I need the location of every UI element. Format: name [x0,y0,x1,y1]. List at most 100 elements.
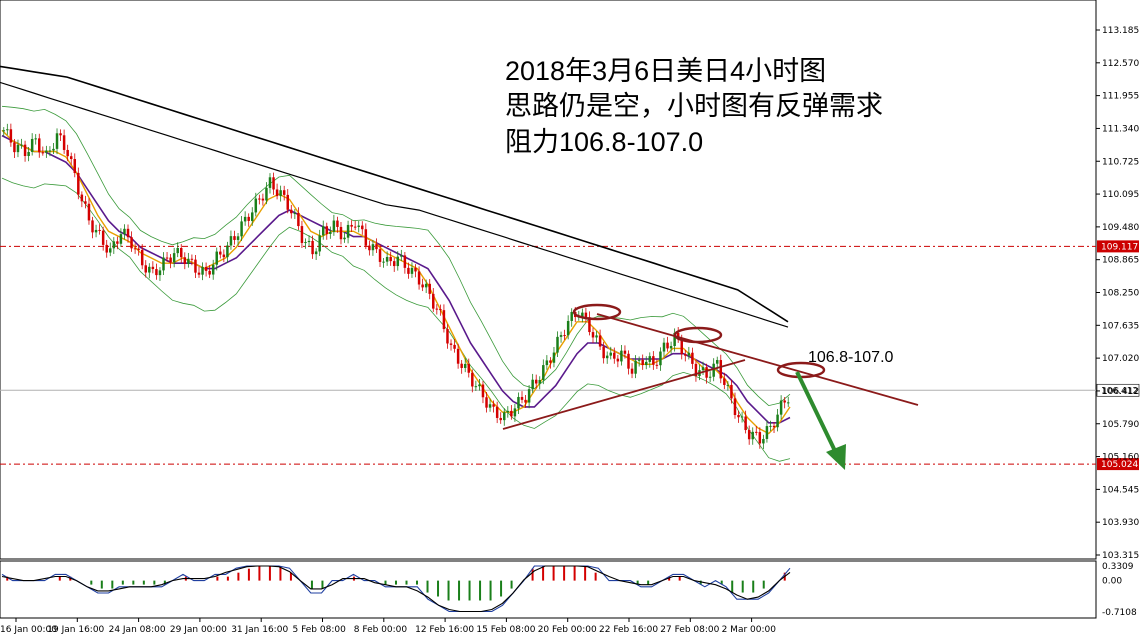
candle-body [481,384,485,398]
candle-body [542,365,545,380]
x-tick-label: 5 Feb 08:00 [293,625,347,635]
candle-body [364,229,368,246]
candle-body [648,356,652,362]
candle-body [265,187,268,201]
candle-body [204,266,208,271]
candle-body [190,258,194,260]
candle-body [559,335,563,337]
x-tick-label: 8 Feb 00:00 [354,625,408,635]
candle-body [133,248,137,250]
candle-body [105,244,108,253]
y-tick-label: 112.570 [1102,59,1139,69]
candle-body [680,339,683,355]
candle-body [290,209,293,214]
candle-body [488,404,492,408]
candle-body [524,399,527,403]
candle-body [634,360,637,374]
y-tick-label: 113.185 [1102,26,1139,36]
peak-highlight-1 [572,303,622,321]
candle-body [311,240,314,255]
candle-body [112,241,116,249]
candle-body [460,363,463,368]
x-tick-label: 24 Jan 08:00 [109,625,166,635]
level-badge-label: 109.117 [1101,242,1138,252]
candle-body [471,372,474,387]
candle-body [77,172,80,195]
candle-body [563,335,566,337]
x-tick-label: 16 Jan 00:00 [0,625,57,635]
candle-body [353,226,357,228]
candle-body [233,236,236,240]
macd-tick-label: 0.3309 [1102,562,1134,572]
level-badge [1097,240,1139,253]
ma-fast [1,129,791,435]
candle-body [485,397,488,408]
candle-body [400,255,403,257]
candle-body [755,431,758,433]
forecast-arrow-shaft [795,371,838,454]
candle-body [549,360,552,363]
candle-body [286,194,289,210]
annotation-title: 2018年3月6日美日4小时图 [505,56,826,86]
candle-body [9,129,13,143]
candle-body [332,220,336,232]
y-tick-label: 103.315 [1102,551,1139,561]
candle-body [243,216,247,222]
candle-body [187,258,190,265]
candle-body [474,386,478,388]
x-tick-label: 27 Feb 08:00 [660,625,719,635]
candle-body [744,416,747,431]
candle-body [137,248,140,250]
candle-body [371,244,375,251]
candle-body [392,261,396,267]
candle-body [655,364,659,366]
candle-body [304,242,307,244]
candle-body [98,229,101,231]
candle-body [421,284,424,288]
candle-body [442,310,446,330]
candle-body [673,332,676,347]
candle-body [52,148,55,151]
candle-body [662,342,666,352]
candle-body [424,283,428,288]
y-tick-label: 109.480 [1102,223,1139,233]
candle-body [297,213,300,227]
candle-body [346,224,350,238]
level-badge [1097,458,1139,471]
candle-body [158,270,162,276]
candle-body [219,251,222,255]
y-tick-label: 108.250 [1102,289,1139,299]
candle-body [211,264,215,275]
candle-body [566,320,570,336]
candle-body [510,410,513,417]
candle-body [588,317,591,333]
candle-body [439,308,442,311]
candle-body [194,259,197,273]
level-badge-label: 106.412 [1101,386,1138,396]
candle-body [261,198,265,201]
candle-body [361,225,364,230]
candle-body [101,230,105,245]
candle-body [556,336,559,353]
candle-body [2,130,6,132]
candle-body [517,396,520,409]
candle-body [59,133,62,136]
candle-body [126,228,130,238]
candle-body [740,416,744,418]
candle-body [701,367,705,371]
candle-body [605,355,609,359]
candle-body [492,404,495,407]
candle-body [428,283,431,294]
y-tick-label: 110.095 [1102,190,1139,200]
candle-body [506,410,510,413]
y-tick-label: 107.020 [1102,354,1139,364]
candle-body [715,360,719,364]
candle-body [130,237,133,249]
candle-body [272,177,275,190]
candle-body [747,430,751,440]
bollinger-lower [1,177,791,462]
candle-body [20,144,23,146]
candle-body [527,389,531,403]
